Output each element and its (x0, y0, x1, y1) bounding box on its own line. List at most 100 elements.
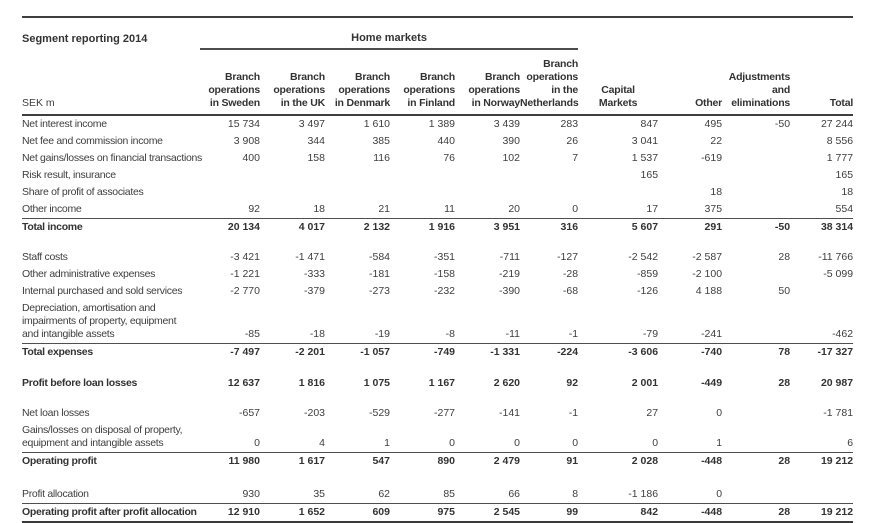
group-header-row: Segment reporting 2014 Home markets (22, 17, 853, 50)
value-cell (722, 150, 790, 167)
table-row: Staff costs -3 421 -1 471 -584 -351 -711 -127 -… (22, 249, 853, 266)
value-cell: 18 (841, 186, 854, 198)
value-cell: -1 (568, 328, 579, 340)
value-cell: 2 545 (455, 503, 520, 523)
value-cell: 6 (847, 437, 854, 449)
value-cell: -158 (433, 268, 455, 280)
value-cell: 85 (443, 488, 455, 500)
value-cell (260, 184, 325, 201)
column-header: Total (790, 49, 853, 116)
segment-reporting-table: Segment reporting 2014 Home markets SEK … (22, 16, 853, 523)
row-label: Depreciation, amortisation and impairmen… (22, 302, 177, 340)
table-row: Other administrative expenses -1 221 -333 -… (22, 266, 853, 283)
value-cell: -50 (774, 118, 791, 130)
value-cell (722, 266, 790, 283)
spacer-row (22, 361, 853, 375)
value-cell: 50 (778, 285, 791, 297)
value-cell: -448 (658, 452, 723, 470)
value-cell: 26 (566, 135, 579, 147)
value-cell: 291 (658, 218, 723, 236)
value-cell (790, 283, 853, 300)
row-label: Total expenses (22, 343, 200, 361)
value-cell: 2 620 (493, 377, 520, 389)
value-cell: -740 (658, 343, 723, 361)
value-cell: 283 (560, 118, 579, 130)
value-cell: 0 (652, 437, 659, 449)
column-header: Capital Markets (578, 49, 659, 116)
value-cell (722, 201, 790, 219)
value-cell (325, 184, 390, 201)
value-cell: -657 (238, 407, 260, 419)
value-cell: -584 (368, 251, 390, 263)
value-cell: 0 (716, 488, 723, 500)
column-header: Branch operations in the Netherlands (520, 49, 579, 116)
value-cell: 7 (572, 152, 579, 164)
value-cell: 158 (307, 152, 325, 164)
value-cell: 20 134 (200, 218, 260, 236)
report-title: Segment reporting 2014 (22, 33, 148, 45)
unit-label: SEK m (22, 49, 200, 116)
value-cell: 842 (578, 503, 659, 523)
value-cell: 547 (325, 452, 390, 470)
value-cell: 1 389 (428, 118, 455, 130)
value-cell: 0 (572, 203, 579, 215)
value-cell: 76 (443, 152, 455, 164)
value-cell (200, 184, 260, 201)
value-cell: 28 (778, 251, 791, 263)
value-cell: -1 057 (325, 343, 390, 361)
row-label: Operating profit after profit allocation (22, 503, 200, 523)
value-cell: -7 497 (200, 343, 260, 361)
value-cell (722, 184, 790, 201)
value-cell (390, 167, 455, 184)
value-cell: 3 951 (455, 218, 520, 236)
value-cell (722, 422, 790, 453)
value-cell: -17 327 (790, 343, 854, 361)
value-cell: 20 987 (820, 377, 854, 389)
value-cell (722, 133, 790, 150)
value-cell: 28 (722, 452, 791, 470)
row-label: Risk result, insurance (22, 169, 116, 181)
table-row: Risk result, insurance 165 165 (22, 167, 853, 184)
value-cell: 495 (704, 118, 723, 130)
value-cell (578, 184, 658, 201)
column-header: Other (658, 49, 722, 116)
value-cell: 2 132 (325, 218, 390, 236)
value-cell: -28 (562, 268, 579, 280)
value-cell: -126 (637, 285, 659, 297)
value-cell: 1 167 (428, 377, 455, 389)
table-row: Share of profit of associates 18 18 (22, 184, 853, 201)
value-cell: -50 (722, 218, 791, 236)
value-cell: 20 (508, 203, 520, 215)
value-cell: -141 (498, 407, 520, 419)
value-cell (325, 167, 390, 184)
value-cell (455, 167, 520, 184)
value-cell: -5 099 (823, 268, 854, 280)
value-cell: 165 (835, 169, 854, 181)
value-cell: 11 (444, 203, 455, 215)
value-cell: 5 607 (578, 218, 659, 236)
value-cell: 1 (384, 437, 390, 449)
row-label: Other administrative expenses (22, 268, 156, 280)
value-cell: 3 908 (233, 135, 260, 147)
value-cell: 4 (319, 437, 325, 449)
value-cell: -711 (499, 251, 520, 263)
value-cell: 92 (566, 377, 579, 389)
table-row: Net gains/losses on financial transactio… (22, 150, 853, 167)
table-body: Net interest income 15 734 3 497 1 610 1 389… (22, 115, 854, 523)
value-cell: 975 (390, 503, 455, 523)
table-row: Internal purchased and sold services -2 7… (22, 283, 853, 300)
row-label: Net fee and commission income (22, 135, 163, 147)
value-cell: 62 (378, 488, 390, 500)
value-cell (260, 167, 325, 184)
spacer-row (22, 470, 853, 486)
value-cell: -619 (701, 152, 723, 164)
value-cell: -1 221 (230, 268, 260, 280)
value-cell: -8 (445, 328, 455, 340)
value-cell (390, 184, 455, 201)
row-label: Profit allocation (22, 488, 89, 500)
value-cell: 1 075 (363, 377, 390, 389)
table-row: Net loan losses -657 -203 -529 -277 -141 -1 27 0… (22, 405, 853, 422)
value-cell: 3 439 (493, 118, 520, 130)
row-label: Profit before loan losses (22, 377, 138, 389)
